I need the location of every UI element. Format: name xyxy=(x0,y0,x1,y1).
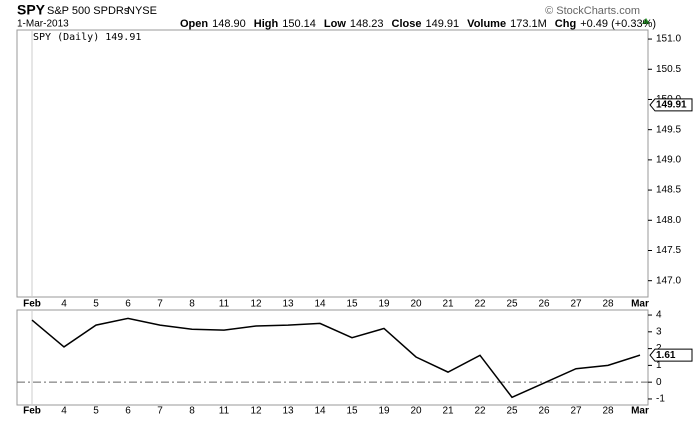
last-value-marker xyxy=(649,348,693,362)
indicator-panel xyxy=(16,309,649,406)
last-value-marker xyxy=(649,98,693,112)
price-panel xyxy=(16,29,649,298)
x-tick-label: 20 xyxy=(410,406,422,417)
x-tick-label: Feb xyxy=(23,299,41,310)
y-tick-label: 4 xyxy=(656,310,662,321)
y-tick-label: 149.5 xyxy=(656,124,681,135)
y-tick-label: 147.5 xyxy=(656,245,681,256)
stat-label: Volume xyxy=(467,18,506,30)
legend: SPY (Daily) 149.91 xyxy=(33,32,141,43)
x-tick-label: 22 xyxy=(474,299,486,310)
x-tick-label: 11 xyxy=(219,406,230,417)
x-tick-label: 27 xyxy=(570,406,582,417)
security-name: S&P 500 SPDRs xyxy=(47,5,130,17)
exchange: NYSE xyxy=(127,5,157,17)
x-tick-label: 13 xyxy=(282,406,294,417)
stat-value: 148.90 xyxy=(212,18,246,30)
y-tick-label: 149.0 xyxy=(656,155,681,166)
indicator-line xyxy=(31,317,641,399)
stat-label: Close xyxy=(392,18,422,30)
stat-label: Chg xyxy=(555,18,576,30)
x-tick-label: 5 xyxy=(93,299,99,310)
x-tick-label: 11 xyxy=(219,299,230,310)
x-tick-label: Mar xyxy=(631,406,649,417)
x-tick-label: 26 xyxy=(538,406,550,417)
y-tick-label: 3 xyxy=(656,326,662,337)
y-tick-label: -1 xyxy=(656,394,665,405)
stat-value: 148.23 xyxy=(350,18,384,30)
stat-value: +0.49 (+0.33%) xyxy=(580,18,656,30)
stat-label: Low xyxy=(324,18,346,30)
stat-value: 150.14 xyxy=(282,18,316,30)
x-tick-label: 28 xyxy=(602,299,614,310)
x-tick-label: 19 xyxy=(378,299,390,310)
y-tick-label: 1 xyxy=(656,360,662,371)
x-tick-label: 5 xyxy=(93,406,99,417)
x-tick-label: 13 xyxy=(282,299,294,310)
x-tick-label: 25 xyxy=(506,406,518,417)
y-tick-label: 0 xyxy=(656,377,662,388)
last-value-label: 1.61 xyxy=(656,350,676,361)
date: 1-Mar-2013 xyxy=(17,19,69,30)
x-tick-label: 8 xyxy=(189,299,195,310)
x-tick-label: 12 xyxy=(250,299,262,310)
x-tick-label: 28 xyxy=(602,406,614,417)
x-tick-label: 21 xyxy=(442,406,454,417)
x-tick-label: Mar xyxy=(631,299,649,310)
x-tick-label: 14 xyxy=(314,406,326,417)
symbol: SPY xyxy=(17,2,46,18)
x-tick-label: 15 xyxy=(346,299,358,310)
x-tick-label: 7 xyxy=(157,406,163,417)
stat-label: High xyxy=(254,18,279,30)
y-tick-label: 151.0 xyxy=(656,34,681,45)
last-value-label: 149.91 xyxy=(656,100,687,111)
x-tick-label: 8 xyxy=(189,406,195,417)
x-tick-label: 4 xyxy=(61,299,67,310)
x-tick-label: 25 xyxy=(506,299,518,310)
x-tick-label: 12 xyxy=(250,406,262,417)
y-tick-label: 148.0 xyxy=(656,215,681,226)
stat-value: 149.91 xyxy=(426,18,460,30)
x-tick-label: 6 xyxy=(125,406,131,417)
up-icon xyxy=(642,18,650,24)
x-tick-label: 26 xyxy=(538,299,550,310)
y-tick-label: 147.0 xyxy=(656,275,681,286)
stat-value: 173.1M xyxy=(510,18,547,30)
x-tick-label: 6 xyxy=(125,299,131,310)
x-tick-label: 22 xyxy=(474,406,486,417)
x-tick-label: 20 xyxy=(410,299,422,310)
x-tick-label: 21 xyxy=(442,299,454,310)
copyright: © StockCharts.com xyxy=(545,5,640,17)
y-tick-label: 148.5 xyxy=(656,185,681,196)
x-tick-label: 15 xyxy=(346,406,358,417)
x-tick-label: 7 xyxy=(157,299,163,310)
x-tick-label: 19 xyxy=(378,406,390,417)
stat-label: Open xyxy=(180,18,208,30)
y-tick-label: 150.5 xyxy=(656,64,681,75)
x-tick-label: 14 xyxy=(314,299,326,310)
x-tick-label: 4 xyxy=(61,406,67,417)
x-tick-label: 27 xyxy=(570,299,582,310)
x-tick-label: Feb xyxy=(23,406,41,417)
